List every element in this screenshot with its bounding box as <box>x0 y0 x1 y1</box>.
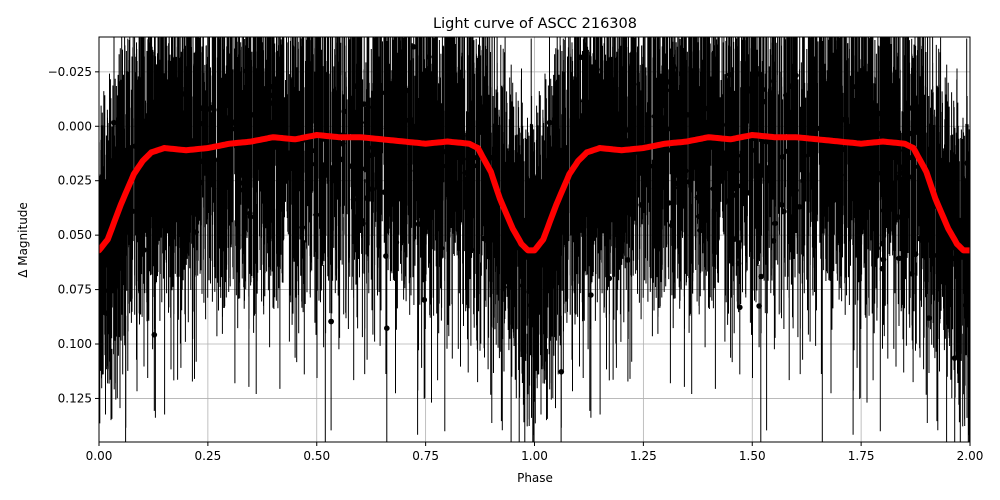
observation-points <box>99 37 970 442</box>
x-axis-ticks: 0.00 0.25 0.50 0.75 1.00 1.25 1.50 1.75 2.00 <box>86 442 984 463</box>
x-tick-label: 1.00 <box>521 449 548 463</box>
y-tick-label: 0.125 <box>58 391 92 405</box>
x-tick-label: 1.25 <box>630 449 657 463</box>
x-axis-label: Phase <box>517 471 553 485</box>
x-tick-label: 0.00 <box>86 449 113 463</box>
y-tick-label: −0.025 <box>48 65 92 79</box>
x-tick-label: 0.25 <box>195 449 222 463</box>
y-tick-label: 0.075 <box>58 283 92 297</box>
chart-title: Light curve of ASCC 216308 <box>433 16 637 32</box>
x-tick-label: 1.50 <box>739 449 766 463</box>
y-tick-label: 0.025 <box>58 174 92 188</box>
y-tick-label: 0.050 <box>58 228 92 242</box>
y-tick-label: 0.100 <box>58 337 92 351</box>
x-tick-label: 0.75 <box>412 449 439 463</box>
x-tick-label: 0.50 <box>303 449 330 463</box>
x-tick-label: 2.00 <box>957 449 984 463</box>
x-tick-label: 1.75 <box>848 449 875 463</box>
y-axis-label: Δ Magnitude <box>16 202 30 278</box>
y-tick-label: 0.000 <box>58 119 92 133</box>
y-axis-ticks: −0.025 0.000 0.025 0.050 0.075 0.100 0.125 <box>48 65 99 405</box>
binned-curve <box>99 132 970 254</box>
